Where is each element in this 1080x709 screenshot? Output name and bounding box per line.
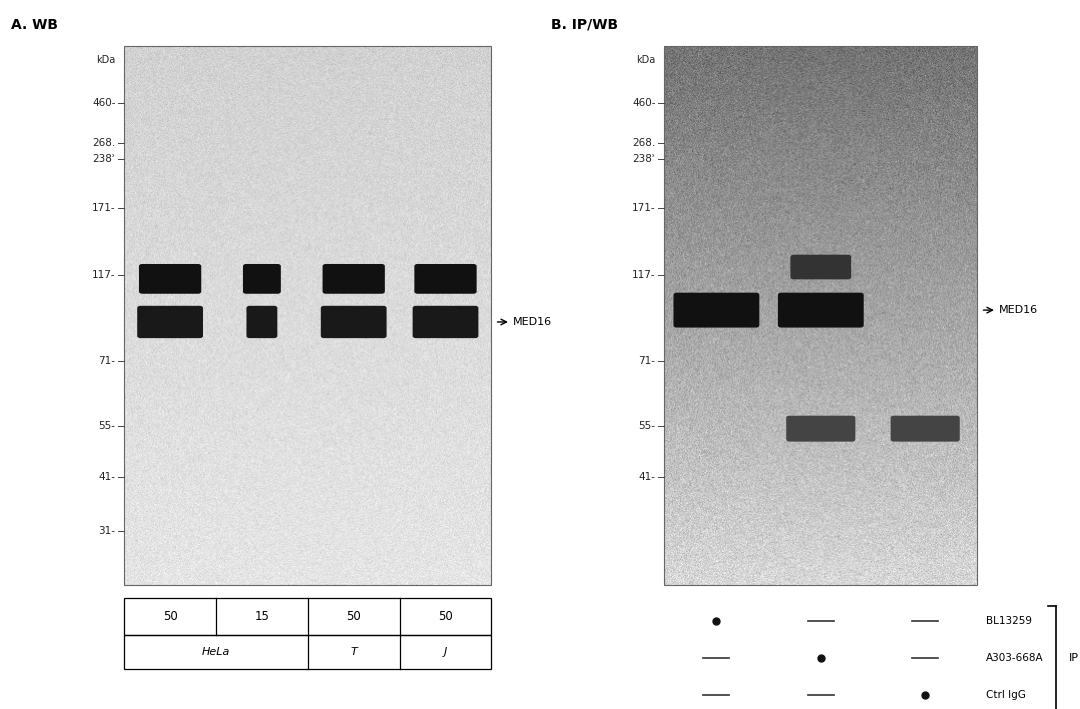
Text: 117-: 117-	[632, 270, 656, 280]
FancyBboxPatch shape	[323, 264, 384, 294]
Text: A303-668A: A303-668A	[986, 653, 1043, 663]
Text: IP: IP	[1069, 653, 1079, 663]
FancyBboxPatch shape	[139, 264, 201, 294]
FancyBboxPatch shape	[413, 306, 478, 338]
Text: MED16: MED16	[513, 317, 552, 327]
Text: 55-: 55-	[638, 421, 656, 431]
FancyBboxPatch shape	[786, 415, 855, 442]
FancyBboxPatch shape	[415, 264, 476, 294]
Text: 31-: 31-	[98, 526, 116, 536]
Text: 50: 50	[438, 610, 453, 623]
Text: kDa: kDa	[636, 55, 656, 65]
Text: 238ʾ: 238ʾ	[93, 155, 116, 164]
Text: 71-: 71-	[638, 357, 656, 367]
Text: 268.: 268.	[632, 138, 656, 148]
Text: kDa: kDa	[96, 55, 116, 65]
Text: 171-: 171-	[632, 203, 656, 213]
Text: BL13259: BL13259	[986, 616, 1032, 626]
Text: HeLa: HeLa	[202, 647, 230, 657]
Text: 117-: 117-	[92, 270, 116, 280]
FancyBboxPatch shape	[321, 306, 387, 338]
Text: B. IP/WB: B. IP/WB	[551, 18, 618, 32]
Text: 238ʾ: 238ʾ	[633, 155, 656, 164]
Text: 50: 50	[163, 610, 177, 623]
Text: 460-: 460-	[92, 98, 116, 108]
Bar	[664, 46, 977, 585]
Bar	[124, 635, 491, 669]
Text: 55-: 55-	[98, 421, 116, 431]
Text: A. WB: A. WB	[11, 18, 58, 32]
FancyBboxPatch shape	[243, 264, 281, 294]
Text: 171-: 171-	[92, 203, 116, 213]
Text: J: J	[444, 647, 447, 657]
FancyBboxPatch shape	[246, 306, 278, 338]
Text: Ctrl IgG: Ctrl IgG	[986, 690, 1026, 700]
FancyBboxPatch shape	[791, 255, 851, 279]
Text: 71-: 71-	[98, 357, 116, 367]
Text: 268.: 268.	[92, 138, 116, 148]
FancyBboxPatch shape	[891, 415, 960, 442]
Text: 50: 50	[347, 610, 361, 623]
Bar	[124, 46, 491, 585]
Text: 15: 15	[255, 610, 269, 623]
Text: 460-: 460-	[632, 98, 656, 108]
Bar	[124, 598, 491, 635]
Text: 41-: 41-	[98, 472, 116, 482]
Text: T: T	[350, 647, 357, 657]
FancyBboxPatch shape	[778, 293, 864, 328]
FancyBboxPatch shape	[674, 293, 759, 328]
Text: 41-: 41-	[638, 472, 656, 482]
FancyBboxPatch shape	[137, 306, 203, 338]
Text: MED16: MED16	[999, 305, 1038, 315]
